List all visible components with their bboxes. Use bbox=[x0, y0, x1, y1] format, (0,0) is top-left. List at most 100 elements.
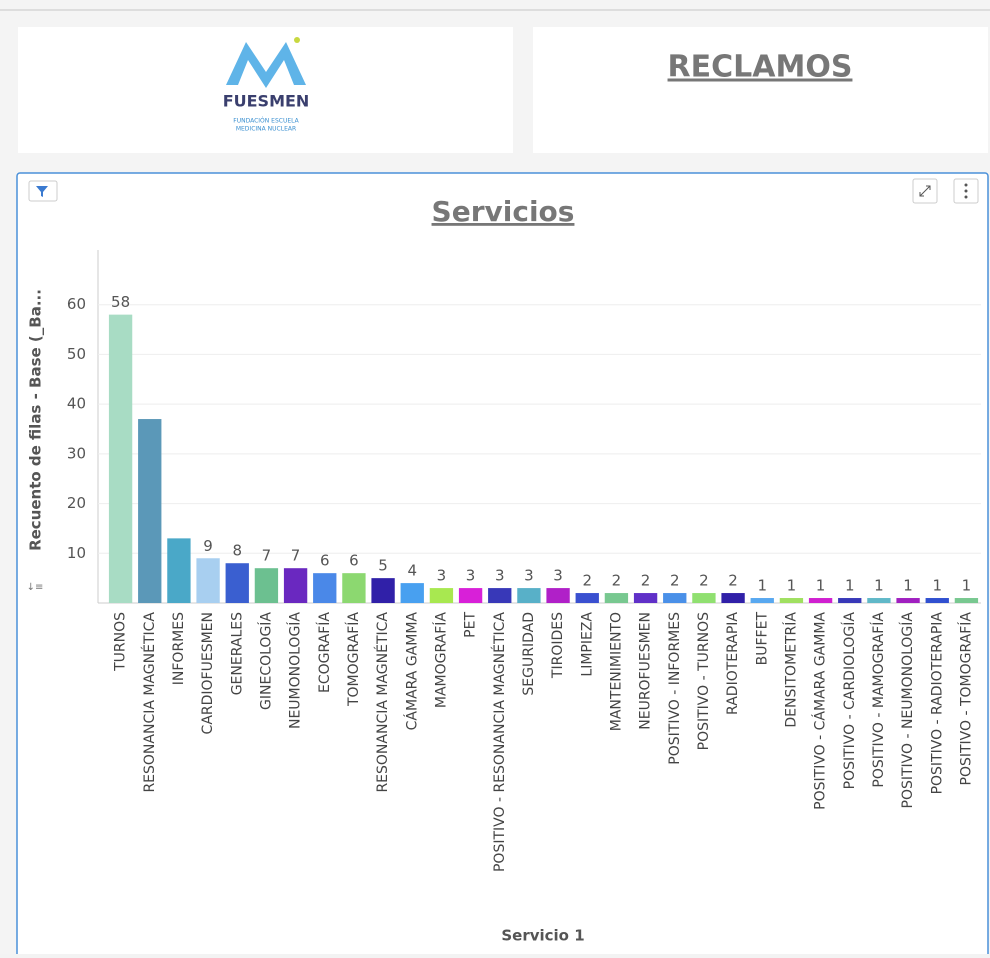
logo-tagline: FUNDACIÓN ESCUELA bbox=[233, 118, 299, 125]
y-tick-label: 30 bbox=[67, 444, 86, 462]
y-tick-label: 20 bbox=[67, 494, 86, 512]
bar bbox=[371, 578, 395, 603]
bar bbox=[196, 558, 220, 603]
data-label: 3 bbox=[524, 567, 534, 585]
logo-tagline: MEDICINA NUCLEAR bbox=[236, 126, 296, 133]
bar bbox=[954, 598, 979, 603]
chart-card bbox=[16, 172, 989, 958]
data-label: 1 bbox=[757, 577, 767, 595]
data-label: 1 bbox=[787, 577, 797, 595]
x-tick-label: POSITIVO - INFORMES bbox=[667, 612, 683, 765]
logo-name: FUESMEN bbox=[223, 92, 310, 111]
x-tick-label: INFORMES bbox=[171, 612, 187, 685]
y-tick-label: 50 bbox=[67, 345, 86, 363]
x-tick-label: DENSITOMETRÍA bbox=[782, 612, 799, 728]
x-tick-label: POSITIVO - MAMOGRAFÍA bbox=[870, 612, 887, 788]
x-tick-label: RADIOTERAPIA bbox=[725, 612, 741, 715]
x-tick-label: GENERALES bbox=[229, 612, 245, 695]
data-label: 2 bbox=[728, 572, 738, 590]
data-label: 5 bbox=[378, 557, 388, 575]
filter-button[interactable] bbox=[28, 180, 58, 202]
data-label: 2 bbox=[641, 572, 651, 590]
x-tick-label: ECOGRAFÍA bbox=[316, 612, 333, 693]
bar bbox=[138, 419, 162, 603]
x-tick-label: POSITIVO - CÁMARA GAMMA bbox=[812, 612, 829, 810]
bar bbox=[167, 538, 191, 603]
x-tick-label: TURNOS bbox=[113, 612, 129, 672]
x-tick-label: SEGURIDAD bbox=[521, 612, 537, 696]
x-tick-label: NEUROFUESMEN bbox=[638, 612, 654, 730]
bar bbox=[750, 598, 774, 603]
bar bbox=[254, 568, 279, 603]
sort-icon[interactable]: ↓≡ bbox=[27, 582, 44, 593]
bar bbox=[575, 593, 599, 603]
data-label: 1 bbox=[903, 577, 913, 595]
chart-title: Servicios bbox=[432, 195, 575, 228]
data-label: 3 bbox=[437, 567, 447, 585]
bar bbox=[488, 588, 512, 603]
x-tick-label: CÁMARA GAMMA bbox=[403, 612, 420, 731]
x-labels: TURNOS RESONANCIA MAGNÉTICA INFORMES CARDIO… bbox=[113, 612, 975, 872]
data-label: 6 bbox=[320, 552, 330, 570]
logo-card bbox=[18, 27, 513, 153]
data-label: 2 bbox=[699, 572, 709, 590]
bar bbox=[108, 314, 133, 603]
data-label: 8 bbox=[232, 542, 242, 560]
data-label: 9 bbox=[203, 537, 213, 555]
x-tick-label: CARDIOFUESMEN bbox=[200, 612, 216, 734]
bar bbox=[342, 573, 366, 603]
bar bbox=[546, 588, 570, 603]
x-axis-label: Servicio 1 bbox=[501, 927, 584, 945]
data-label: 2 bbox=[670, 572, 680, 590]
bar bbox=[400, 583, 424, 603]
bar bbox=[721, 593, 745, 603]
expand-button[interactable] bbox=[912, 178, 938, 204]
y-tick-label: 10 bbox=[67, 544, 86, 562]
x-tick-label: POSITIVO - TURNOS bbox=[696, 612, 712, 750]
data-label: 3 bbox=[495, 567, 505, 585]
x-tick-label: POSITIVO - RADIOTERAPIA bbox=[929, 612, 945, 795]
x-tick-label: NEUMONOLOGÍA bbox=[287, 612, 304, 729]
header-title: RECLAMOS bbox=[668, 50, 853, 85]
data-label: 7 bbox=[262, 547, 272, 565]
x-tick-label: TIROIDES bbox=[550, 612, 566, 679]
x-tick-label: POSITIVO - NEUMONOLOGÍA bbox=[899, 612, 916, 809]
bar bbox=[779, 598, 804, 603]
bar bbox=[283, 568, 308, 603]
bar bbox=[313, 573, 337, 603]
x-tick-label: RESONANCIA MAGNÉTICA bbox=[141, 612, 158, 793]
menu-button[interactable] bbox=[953, 178, 979, 204]
bar bbox=[838, 598, 862, 603]
bar bbox=[604, 593, 629, 603]
bar bbox=[429, 588, 454, 603]
x-tick-label: GINECOLOGÍA bbox=[257, 612, 274, 710]
x-tick-label: RESONANCIA MAGNÉTICA bbox=[374, 612, 391, 793]
data-label: 1 bbox=[845, 577, 855, 595]
x-tick-label: MAMOGRAFÍA bbox=[432, 612, 449, 709]
data-label: 6 bbox=[349, 552, 359, 570]
x-tick-label: POSITIVO - TOMOGRAFÍA bbox=[957, 612, 974, 786]
x-tick-label: LIMPIEZA bbox=[579, 612, 595, 677]
x-tick-label: POSITIVO - CARDIOLOGÍA bbox=[841, 612, 858, 790]
logo-mark bbox=[226, 37, 306, 88]
bar bbox=[517, 588, 541, 603]
data-label: 2 bbox=[582, 572, 592, 590]
x-tick-label: TOMOGRAFÍA bbox=[345, 612, 362, 707]
data-label: 58 bbox=[111, 293, 130, 311]
x-tick-label: MANTENIMIENTO bbox=[608, 612, 624, 731]
bar bbox=[867, 598, 891, 603]
data-label: 1 bbox=[816, 577, 826, 595]
x-tick-label: POSITIVO - RESONANCIA MAGNÉTICA bbox=[491, 612, 508, 872]
bar bbox=[225, 563, 249, 603]
bar bbox=[663, 593, 687, 603]
y-tick-label: 60 bbox=[67, 295, 86, 313]
data-label: 4 bbox=[407, 562, 417, 580]
header-card bbox=[533, 27, 988, 153]
x-tick-label: BUFFET bbox=[754, 612, 770, 666]
bar bbox=[896, 598, 920, 603]
x-tick-label: PET bbox=[463, 612, 479, 638]
data-label: 7 bbox=[291, 547, 301, 565]
data-label: 1 bbox=[962, 577, 972, 595]
